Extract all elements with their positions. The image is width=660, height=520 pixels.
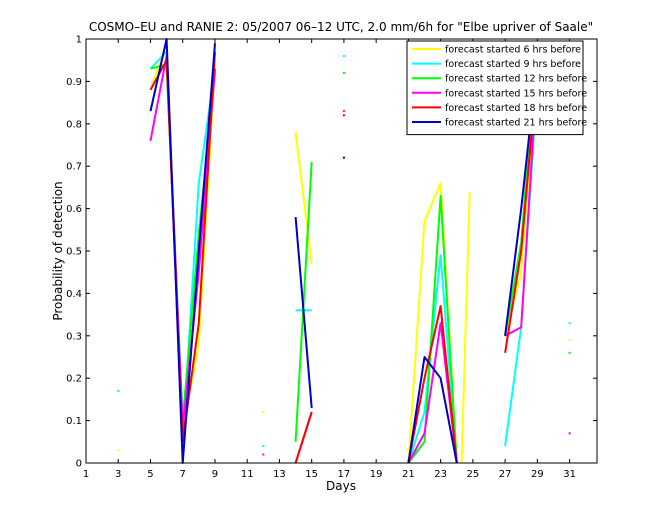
series-0-line-1 (294, 132, 313, 264)
series-layer (117, 38, 571, 464)
y-axis-label: Probability of detection (51, 181, 65, 320)
x-axis-label: Days (326, 479, 356, 493)
x-tick-label-8: 17 (338, 469, 351, 480)
series-0-line-3 (460, 191, 471, 464)
series-5-line-2 (407, 356, 458, 464)
series-3-point-0 (262, 453, 265, 456)
legend-label-2: forecast started 12 hrs before (445, 74, 587, 85)
y-tick-label-9: 0.9 (66, 77, 82, 88)
x-tick-label-0: 1 (83, 469, 89, 480)
series-2-point-1 (568, 351, 571, 354)
x-tick-label-5: 11 (241, 469, 254, 480)
y-tick-label-7: 0.7 (66, 162, 82, 173)
legend-label-4: forecast started 18 hrs before (445, 103, 587, 114)
series-1-point-3 (568, 322, 571, 325)
x-tick-label-14: 29 (531, 469, 544, 480)
y-tick-label-8: 0.8 (66, 119, 82, 130)
series-0-point-1 (262, 411, 265, 414)
x-tick-label-15: 31 (563, 469, 576, 480)
x-tick-label-11: 23 (434, 469, 447, 480)
series-1-point-0 (117, 389, 120, 392)
series-3-point-1 (342, 110, 345, 113)
legend-label-0: forecast started 6 hrs before (445, 45, 581, 56)
x-tick-label-2: 5 (147, 469, 153, 480)
series-3-point-2 (568, 432, 571, 435)
series-3-line-3 (504, 68, 539, 337)
y-tick-label-10: 1 (76, 35, 82, 46)
y-tick-label-5: 0.5 (66, 247, 82, 258)
x-tick-label-4: 9 (212, 469, 218, 480)
series-4-line-2 (407, 305, 458, 464)
legend-label-5: forecast started 21 hrs before (445, 118, 587, 129)
x-tick-label-13: 27 (499, 469, 512, 480)
series-0-point-3 (568, 339, 571, 341)
legend: forecast started 6 hrs before forecast st… (406, 40, 587, 136)
series-5-line-1 (294, 217, 313, 408)
x-tick-label-12: 25 (467, 469, 480, 480)
x-tick-label-6: 13 (273, 469, 286, 480)
series-2-point-0 (342, 71, 345, 74)
series-1-point-1 (262, 445, 265, 447)
y-tick-label-1: 0.1 (66, 416, 82, 427)
y-tick-label-4: 0.4 (66, 289, 82, 300)
y-tick-label-6: 0.6 (66, 204, 82, 215)
series-2-line-2 (407, 194, 458, 464)
series-4-point-0 (342, 114, 345, 117)
y-tick-label-0: 0 (76, 459, 82, 470)
y-tick-label-2: 0.2 (66, 374, 82, 385)
series-4-line-1 (294, 411, 313, 464)
x-tick-label-1: 3 (115, 469, 121, 480)
x-tick-label-10: 21 (402, 469, 415, 480)
x-tick-label-9: 19 (370, 469, 383, 480)
series-0-point-0 (117, 449, 120, 452)
series-5-point-0 (342, 156, 345, 159)
x-tick-label-7: 15 (305, 469, 318, 480)
legend-box (406, 40, 584, 136)
chart-title: COSMO–EU and RANIE 2: 05/2007 06–12 UTC,… (89, 20, 593, 34)
legend-label-3: forecast started 15 hrs before (445, 88, 587, 99)
legend-label-1: forecast started 9 hrs before (445, 59, 581, 70)
series-1-point-2 (342, 55, 345, 57)
x-tick-label-3: 7 (180, 469, 186, 480)
y-tick-label-3: 0.3 (66, 331, 82, 342)
ticks-layer: 1 3 5 7 9 11 13 15 17 19 21 23 25 27 29 3100.10.20.30.4… (66, 35, 597, 480)
